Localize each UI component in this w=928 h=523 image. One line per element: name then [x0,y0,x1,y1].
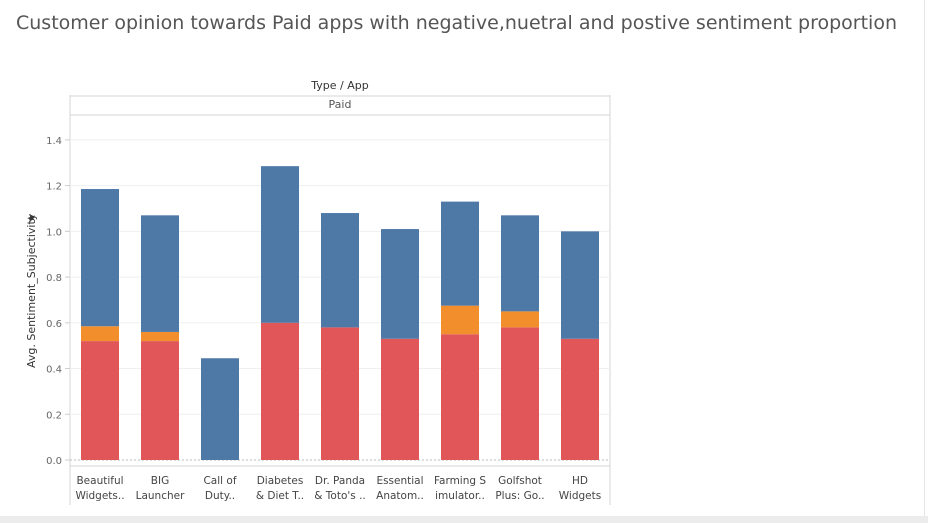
y-tick-label: 1.2 [46,182,62,193]
x-tick-label: HD [572,475,588,487]
panel-label: Paid [329,98,352,111]
bar-segment[interactable] [561,338,599,460]
x-tick-label: Essential [376,475,423,487]
bar-segment[interactable] [141,331,179,342]
bottom-scroll-area [0,516,928,523]
x-tick-label: Duty.. [205,490,235,502]
bar-segment[interactable] [81,326,119,342]
y-axis-title: Avg. Sentiment_Subjectivity [25,213,38,368]
bar-segment[interactable] [81,189,119,327]
sort-icon[interactable]: ★ [25,213,38,223]
x-tick-label: Beautiful [76,475,123,487]
y-tick-label: 0.8 [46,273,62,284]
bar-segment[interactable] [561,231,599,339]
plot-frame [69,95,611,505]
x-tick-label: imulator.. [435,490,485,502]
bar-segment[interactable] [441,201,479,306]
x-tick-label: Widgets [559,490,601,502]
y-tick-label: 0.4 [46,365,62,376]
y-tick-label: 1.0 [46,227,62,238]
header-label: Type / App [310,79,368,92]
chart-title: Customer opinion towards Paid apps with … [16,12,897,34]
bar-segment[interactable] [501,327,539,460]
x-tick-label: Call of [203,475,236,487]
x-tick-label: Launcher [136,490,185,502]
bar-segment[interactable] [141,215,179,332]
x-tick-label: Plus: Go.. [495,490,544,502]
x-axis-ticks: Beautiful Widgets.. BIG Launcher Call of Duty… [75,475,601,502]
y-axis-ticks: 0.0 0.2 0.4 0.6 0.8 1.0 1.2 1.4 [46,136,62,467]
y-tick-label: 0.0 [46,456,62,467]
x-tick-label: Diabetes [257,475,304,487]
y-axis-title-group: Avg. Sentiment_Subjectivity ★ [25,213,38,368]
x-tick-label: Farming S [434,475,486,487]
bar-segment[interactable] [81,341,119,460]
bars[interactable] [81,166,599,460]
y-tick-label: 0.2 [46,410,62,421]
x-tick-label: & Toto's .. [314,490,366,502]
x-tick-label: Anatom.. [376,490,424,502]
bar-segment[interactable] [261,166,299,323]
y-tick-label: 1.4 [46,136,62,147]
bar-segment[interactable] [381,229,419,339]
y-tick-label: 0.6 [46,319,62,330]
bar-segment[interactable] [321,213,359,328]
x-tick-label: Golfshot [498,475,542,487]
bar-segment[interactable] [441,305,479,335]
bar-segment[interactable] [501,215,539,312]
x-tick-label: & Diet T.. [256,490,304,502]
x-tick-label: Dr. Panda [315,475,365,487]
bar-segment[interactable] [261,322,299,460]
bar-segment[interactable] [381,338,419,460]
x-tick-label: Widgets.. [75,490,124,502]
bar-segment[interactable] [321,327,359,460]
bar-segment[interactable] [141,341,179,460]
bar-segment[interactable] [441,334,479,460]
view-border [924,0,925,516]
x-tick-label: BIG [151,475,169,487]
bar-segment[interactable] [201,358,239,460]
bar-segment[interactable] [501,311,539,328]
